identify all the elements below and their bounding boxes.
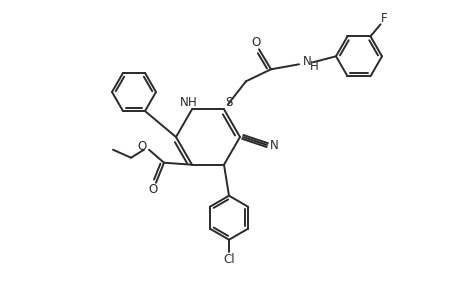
Text: O: O (251, 36, 260, 49)
Text: O: O (137, 140, 146, 153)
Text: O: O (148, 183, 157, 196)
Text: H: H (187, 96, 196, 109)
Text: F: F (381, 12, 387, 25)
Text: N: N (302, 55, 311, 68)
Text: H: H (309, 60, 318, 73)
Text: N: N (180, 96, 189, 109)
Text: S: S (225, 96, 232, 109)
Text: Cl: Cl (223, 253, 234, 266)
Text: N: N (269, 139, 278, 152)
